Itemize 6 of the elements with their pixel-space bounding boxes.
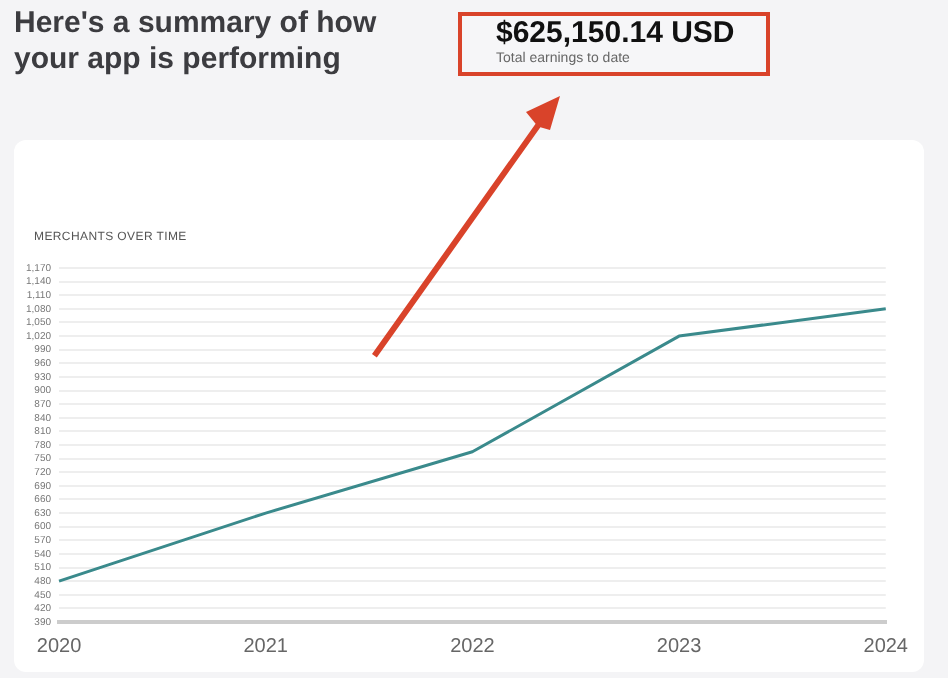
text: Here's a summary of how your app is performing	[14, 6, 379, 78]
x-tick-label: 2023	[656, 635, 703, 658]
x-tick-label: 2024	[863, 635, 909, 658]
x-tick-label: 2020	[36, 635, 83, 658]
x-tick-label: 2021	[243, 635, 289, 658]
x-tick-label: 2022	[450, 635, 496, 658]
